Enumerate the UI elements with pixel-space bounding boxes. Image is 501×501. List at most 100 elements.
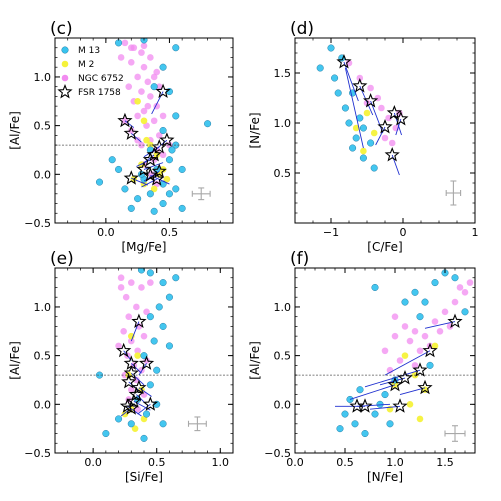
data-point (140, 63, 148, 71)
data-point (127, 204, 135, 212)
data-point (461, 289, 469, 296)
data-point (376, 400, 384, 408)
data-point (115, 415, 123, 423)
data-point (456, 284, 464, 291)
data-point (336, 425, 344, 433)
legend-star-icon (57, 83, 73, 99)
data-point (140, 332, 148, 340)
data-point (168, 146, 176, 154)
data-point (370, 129, 378, 137)
legend: M 13 M 2 NGC 6752 FSR 1758 (57, 46, 124, 99)
vector-line (375, 126, 386, 146)
data-point (378, 104, 385, 112)
data-point (159, 199, 167, 208)
data-point (108, 156, 116, 164)
data-point (426, 361, 434, 369)
series-fsr-1758 (116, 313, 158, 415)
data-point (165, 293, 173, 301)
y-tick-label: 0.5 (274, 350, 292, 363)
data-point (401, 352, 409, 359)
y-tick-label: 0.0 (274, 398, 292, 411)
star-point (123, 170, 139, 185)
star-point (422, 342, 438, 358)
legend-label: M 2 (78, 60, 94, 70)
panel-e: 0.0 0.5 1.0 −0.5 0.0 0.5 1.0 [Si/Fe] [Al/Fe] (e) (8, 249, 234, 484)
star-point (387, 376, 403, 392)
series-m-13 (95, 268, 180, 442)
data-point (396, 357, 404, 364)
data-point (125, 313, 133, 320)
data-point (363, 109, 371, 117)
data-point (134, 352, 141, 359)
data-point (451, 298, 459, 306)
data-point (150, 73, 158, 81)
y-tick-label: −0.5 (24, 447, 51, 460)
x-axis-label: [Mg/Fe] (121, 240, 166, 254)
plot-area (55, 38, 233, 215)
data-point (334, 89, 342, 97)
y-axis-label: [Al/Fe] (248, 341, 262, 380)
series-fsr-1758 (336, 53, 409, 162)
data-point (138, 141, 145, 149)
data-point (146, 313, 154, 321)
data-point (159, 112, 167, 120)
data-point (117, 284, 125, 291)
data-point (134, 195, 142, 203)
data-point (144, 78, 152, 86)
data-point (341, 104, 349, 112)
data-point (165, 342, 173, 350)
data-point (345, 119, 353, 127)
errorbar (187, 416, 207, 432)
data-point (140, 42, 148, 50)
legend-marker (61, 46, 69, 54)
data-point (172, 44, 180, 52)
star-point (142, 151, 158, 167)
star-point (447, 313, 463, 329)
data-point (150, 117, 158, 125)
legend-marker (61, 74, 69, 82)
vector-line (130, 363, 142, 374)
data-point (127, 59, 135, 66)
x-axis-label: [C/Fe] (367, 240, 402, 254)
series-m-13 (336, 269, 469, 438)
data-point (401, 298, 409, 306)
vector-line (356, 403, 391, 407)
data-point (117, 274, 125, 282)
series-m-2 (352, 109, 378, 155)
data-point (421, 332, 429, 340)
vector-line (344, 67, 364, 149)
star-point (159, 132, 175, 147)
data-point (172, 112, 180, 120)
x-tick-label: 1 (472, 226, 479, 239)
data-point (466, 279, 474, 286)
plot-frame (294, 267, 476, 454)
data-point (146, 190, 154, 198)
data-point (142, 410, 151, 418)
data-point (133, 303, 140, 311)
x-tick-label: 0.5 (161, 226, 179, 239)
data-point (153, 366, 161, 374)
correction-vectors (335, 321, 456, 410)
data-point (138, 284, 145, 291)
data-point (406, 337, 414, 345)
data-point (391, 313, 399, 320)
legend-marker (61, 60, 69, 68)
data-point (411, 288, 419, 296)
data-point (431, 318, 439, 325)
data-point (172, 185, 180, 193)
data-point (125, 83, 133, 90)
y-axis-label: [N/Fe] (248, 112, 262, 148)
data-point (155, 132, 163, 139)
series-fsr-1758 (349, 313, 463, 413)
star-point (336, 53, 352, 69)
vector-line (384, 350, 431, 376)
data-point (127, 420, 135, 428)
star-point (377, 118, 393, 134)
data-point (134, 136, 141, 144)
legend-label: FSR 1758 (78, 88, 121, 98)
data-point (331, 74, 339, 82)
data-point (178, 165, 186, 173)
star-point (117, 112, 133, 128)
plot-area (316, 44, 462, 206)
